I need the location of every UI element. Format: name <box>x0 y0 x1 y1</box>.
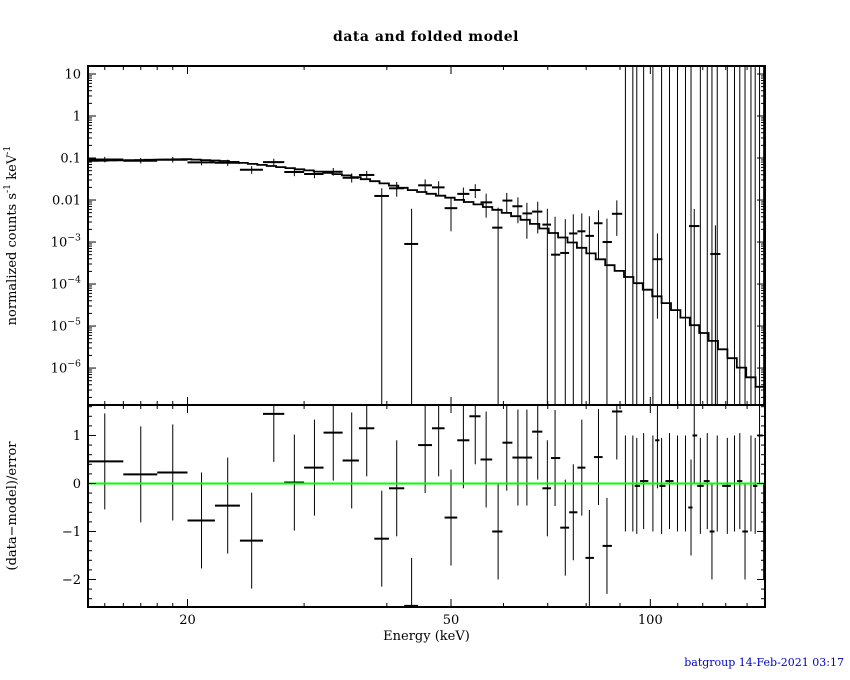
folded-model-curve <box>88 158 765 388</box>
x-axis-label: Energy (keV) <box>383 629 470 644</box>
svg-text:20: 20 <box>179 613 196 628</box>
svg-text:1: 1 <box>73 110 81 125</box>
svg-text:10−6​: 10−6​ <box>51 359 81 377</box>
svg-text:10−3​: 10−3​ <box>51 233 81 251</box>
plot-footer-timestamp: batgroup 14-Feb-2021 03:17 <box>684 656 844 669</box>
axis-ticks: 20501001010.10.0110−3​10−4​10−5​10−6​10−… <box>51 66 765 628</box>
svg-text:0: 0 <box>73 477 81 492</box>
residual-y-axis-label: (data−model)/error <box>5 441 20 571</box>
plot-title: data and folded model <box>333 29 519 45</box>
svg-text:10−4​: 10−4​ <box>51 275 81 293</box>
svg-text:0.1: 0.1 <box>60 152 81 167</box>
svg-text:10: 10 <box>64 67 81 82</box>
residual-points <box>88 405 765 607</box>
svg-text:1: 1 <box>73 429 81 444</box>
svg-text:0.01: 0.01 <box>52 194 81 209</box>
panel-frames <box>87 65 766 608</box>
y-axis-labels: normalized counts s-1 keV-1​ (data−model)… <box>2 146 20 571</box>
svg-text:10−5​: 10−5​ <box>51 317 81 335</box>
svg-text:−2: −2 <box>62 573 81 588</box>
svg-text:100: 100 <box>638 613 663 628</box>
spectrum-y-axis-label: normalized counts s-1 keV-1​ <box>2 146 20 326</box>
svg-text:50: 50 <box>443 613 460 628</box>
spectrum-data-points <box>88 156 721 404</box>
svg-text:−1: −1 <box>62 525 81 540</box>
